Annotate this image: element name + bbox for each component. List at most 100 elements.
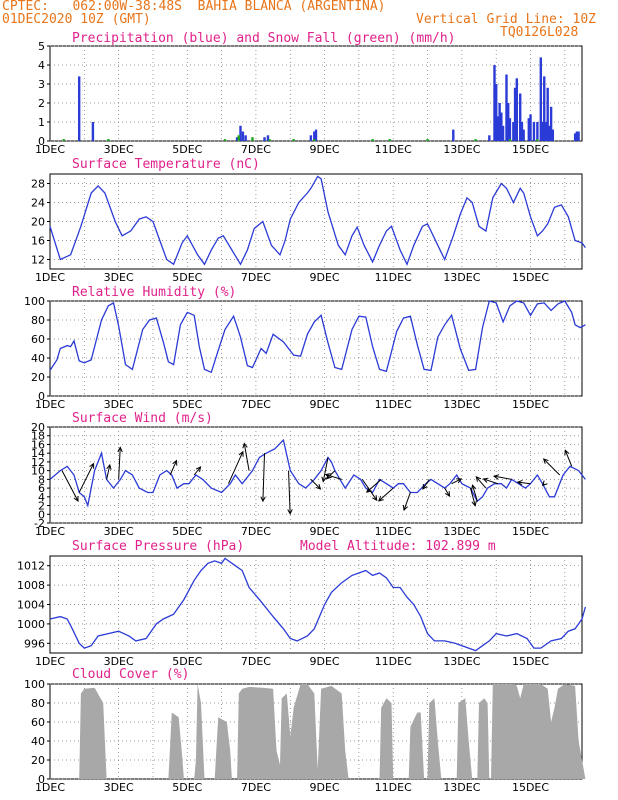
wind-vector: [243, 443, 250, 471]
wind-vector-head: [365, 487, 372, 493]
x-tick-label: 5DEC: [172, 525, 202, 538]
wind-vector: [262, 453, 266, 502]
precip-bar: [474, 139, 477, 141]
y-tick-label: 3: [38, 78, 45, 91]
y-tick-label: 18: [31, 430, 45, 443]
y-tick-label: 60: [31, 716, 45, 729]
x-tick-label: 7DEC: [241, 525, 271, 538]
y-tick-label: 8: [38, 473, 45, 486]
wind-vector-head: [471, 500, 477, 507]
wind-vector-head: [242, 442, 248, 449]
header-grid-note: Vertical Grid Line: 10Z: [416, 12, 597, 27]
x-tick-label: 7DEC: [241, 143, 271, 156]
precip-bar: [539, 57, 543, 141]
precip-bar: [505, 74, 508, 141]
wind-vector: [378, 487, 394, 502]
precip-bar: [573, 133, 577, 141]
header-datetime: 01DEC2020 10Z (GMT): [2, 12, 151, 27]
y-tick-label: 20: [31, 421, 45, 434]
x-tick-label: 5DEC: [172, 655, 202, 668]
x-tick-label: 9DEC: [310, 143, 340, 156]
precip-bar: [268, 139, 271, 141]
precip-bar: [266, 135, 270, 141]
wind-vector-head: [287, 509, 293, 515]
y-tick-label: 100: [24, 295, 45, 308]
wind-vector: [444, 487, 450, 497]
panel-frame: [49, 300, 583, 397]
x-tick-label: 3DEC: [104, 781, 134, 794]
precip-bar: [313, 131, 316, 141]
x-tick-label: 13DEC: [443, 781, 480, 794]
y-tick-label: 0: [38, 773, 45, 786]
panel-5: [47, 683, 586, 780]
x-tick-label: 9DEC: [310, 525, 340, 538]
y-tick-label: 1: [38, 116, 45, 129]
y-tick-label: 40: [31, 352, 45, 365]
wind-vector: [469, 487, 476, 506]
x-tick-label: 13DEC: [443, 271, 480, 284]
wind-vector-head: [372, 495, 378, 502]
wind-vector-head: [456, 478, 463, 484]
wind-vector-head: [516, 479, 523, 486]
x-tick-label: 15DEC: [512, 143, 549, 156]
wind-vector-head: [492, 474, 499, 480]
wind-vector-head: [260, 496, 266, 503]
x-tick-label: 15DEC: [512, 271, 549, 284]
y-tick-label: 0: [38, 508, 45, 521]
y-tick-label: 12: [31, 254, 45, 267]
wind-vector-head: [106, 463, 112, 470]
x-tick-label: 7DEC: [241, 655, 271, 668]
precip-bar: [223, 139, 227, 141]
x-tick-label: 11DEC: [375, 655, 412, 668]
x-tick-label: 15DEC: [512, 655, 549, 668]
wind-vector: [517, 481, 531, 485]
wind-vector: [78, 463, 95, 493]
precip-bar: [91, 122, 95, 141]
panel-title: Precipitation (blue) and Snow Fall (gree…: [72, 31, 456, 46]
wind-vector: [61, 470, 79, 502]
precip-bar: [107, 139, 110, 141]
precip-bar: [513, 87, 517, 141]
wind-vector: [169, 460, 177, 476]
x-tick-label: 15DEC: [512, 525, 549, 538]
precip-bar: [237, 135, 240, 141]
precip-bar: [527, 118, 530, 141]
precip-bar: [501, 125, 505, 141]
panel-frame: [49, 426, 583, 524]
x-tick-label: 7DEC: [241, 781, 271, 794]
panel-annotation: Model Altitude: 102.899 m: [300, 539, 496, 554]
x-tick-label: 11DEC: [375, 525, 412, 538]
x-tick-label: 1DEC: [35, 655, 65, 668]
precip-bar: [494, 84, 498, 141]
wind-vector-head: [422, 483, 428, 490]
y-tick-label: 5: [38, 40, 45, 53]
panel-title: Surface Temperature (nC): [72, 157, 260, 172]
wind-vector: [366, 478, 382, 493]
precip-bar: [498, 103, 501, 141]
wind-vector: [193, 466, 201, 476]
y-tick-label: 10: [31, 465, 45, 478]
wind-vector: [422, 479, 430, 490]
precip-bar: [244, 135, 247, 141]
wind-vector-head: [73, 496, 79, 503]
precip-bar: [515, 78, 518, 141]
panel-title: Surface Pressure (hPa): [72, 539, 244, 554]
y-tick-label: 16: [31, 235, 45, 248]
wind-vector: [325, 474, 342, 480]
wind-vector: [472, 485, 478, 502]
x-tick-label: 5DEC: [172, 781, 202, 794]
y-tick-label: 20: [31, 371, 45, 384]
y-tick-label: 6: [38, 482, 45, 495]
panel-0: [47, 45, 583, 142]
y-tick-label: 60: [31, 333, 45, 346]
wind-vector-head: [172, 459, 178, 466]
x-tick-label: 15DEC: [512, 398, 549, 411]
precip-bar: [239, 125, 242, 141]
y-tick-label: 12: [31, 456, 45, 469]
precip-bar: [529, 114, 532, 141]
wind-vector: [451, 478, 462, 485]
wind-vector: [288, 470, 291, 514]
wind-vector: [493, 475, 512, 480]
wind-vector-head: [117, 446, 123, 453]
wind-vector-head: [402, 505, 408, 512]
